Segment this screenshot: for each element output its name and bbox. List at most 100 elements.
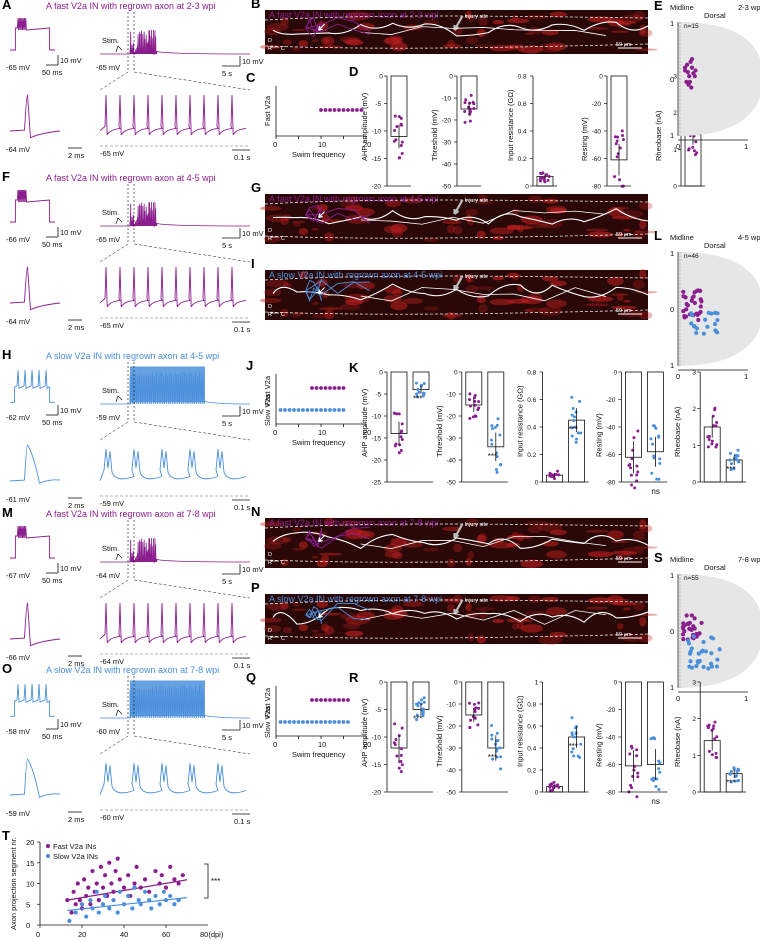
tick-E-1b: 1 [670,131,674,140]
bar-dot-fast [635,754,639,758]
tissue-signal [489,298,514,306]
bar-ytick-label: -30 [446,436,456,443]
swim-dot-fast [323,698,328,702]
panel-label-C: C [246,70,256,85]
tissue-signal [280,308,289,317]
tick-S-1b: 1 [670,683,674,692]
scale-label-F-3t: 2 ms [68,323,85,332]
scale-label-F-2v: 10 mV [242,229,264,238]
tissue-signal [538,43,563,53]
voltage-label-O-1: -58 mV [6,727,30,736]
bar-dot-fast [395,124,399,128]
bar-dot-fast [635,795,639,799]
cell-arrow-icon [318,211,326,219]
swim-dot-slow [341,720,346,724]
t-dot-fast [147,889,152,894]
scale-label-F-1t: 50 ms [42,240,63,249]
cell-arrow-icon [318,287,326,295]
bar-dot-fast [636,771,640,775]
bar-dot-slow [651,442,655,446]
voltage-label-A-1: -65 mV [6,63,30,72]
tissue-signal [318,612,343,616]
bar-dot-fast [393,743,397,747]
tissue-signal [391,288,403,297]
swim-dot-slow [278,720,283,724]
panel-label-A: A [2,0,12,12]
tissue-signal [467,274,475,283]
bar-ytick-label: -25 [372,480,382,487]
voltage-label-H-1: -62 mV [6,413,30,422]
scale-label-O-4t: 0.1 s [234,817,251,826]
tissue-signal [617,623,624,630]
bar-dot-slow [416,704,420,708]
tissue-signal [390,223,408,233]
xtick-E-1: 1 [744,142,748,151]
tissue-signal [585,303,609,307]
swim-dot-slow [301,720,305,724]
bar-dot-slow [729,468,733,472]
bar-ylabel: Threshold (mV) [430,109,439,161]
bar-ytick-label: 0 [599,74,603,81]
legend-slow: Slow V2a INs [53,852,98,861]
tissue-signal [507,18,530,24]
t-dot-fast [121,885,127,890]
panel-label-M: M [2,505,13,520]
bar-ytick-label: -5 [375,392,381,399]
bar-dot-fast [393,411,397,415]
tick-E-0: 0 [670,75,674,84]
stimulus-arrow-icon [115,217,123,225]
zoom-guide-l [99,421,129,441]
bar-ytick-label: -40 [606,425,616,432]
tissue-signal [507,225,530,231]
dendrite-overlay-P [305,608,323,618]
axon-branch-B [360,26,606,36]
scale-label-A-4t: 0.1 s [234,153,251,162]
position-dot-fast [691,294,696,299]
ap-trace-M [9,602,61,647]
bar-dot-fast [554,784,558,788]
tissue-signal [298,541,309,549]
dendrite-overlay-G [305,212,370,225]
bar-dot-slow [658,457,662,461]
bar-dot-fast [694,140,698,144]
bar-ytick-label: -60 [606,762,616,769]
cord-outline-top [264,199,649,205]
t-dot-fast [153,868,158,874]
tissue-signal [506,542,520,548]
bar-dot-fast [477,400,481,404]
tissue-signal [356,611,375,620]
bar-dot-fast [397,156,401,160]
tissue-signal [291,608,306,611]
tick-S-1: 1 [670,571,674,580]
scale-label-F-4t: 0.1 s [234,325,251,334]
voltage-label-H-4: -59 mV [100,499,124,508]
tissue-signal [607,276,624,286]
voltage-label-A-2: -65 mV [96,63,120,72]
panel-title-I: A slow V2a IN with regrown axon at 4-5 w… [269,270,442,280]
bar-dot-fast [546,178,550,182]
burst-envelope [130,680,205,717]
swim-dot-fast [328,108,332,112]
bar-dot-fast [399,430,403,434]
bar-dot-fast [628,752,632,756]
position-dot-fast [689,85,694,90]
bar-ytick-label: -10 [446,392,456,399]
swim-dot-fast [341,698,346,702]
zoom-guide-r [133,579,251,599]
bar-dot-slow [421,711,425,715]
bar-ytick-label: 0.4 [527,425,536,432]
panel-label-O: O [2,661,12,676]
tissue-signal [525,32,534,35]
position-dot-slow [688,649,693,654]
scale-label-M-4t: 0.1 s [234,661,251,670]
tissue-signal [447,603,456,613]
tissue-signal [541,596,559,603]
bar-dot-slow [732,467,736,471]
tissue-signal [546,607,567,616]
position-dot-fast [681,294,686,299]
tissue-signal [311,555,319,559]
bar-ytick-label: -50 [446,480,456,487]
bar-dot-slow [416,387,420,391]
swim-dot-fast [346,698,350,702]
